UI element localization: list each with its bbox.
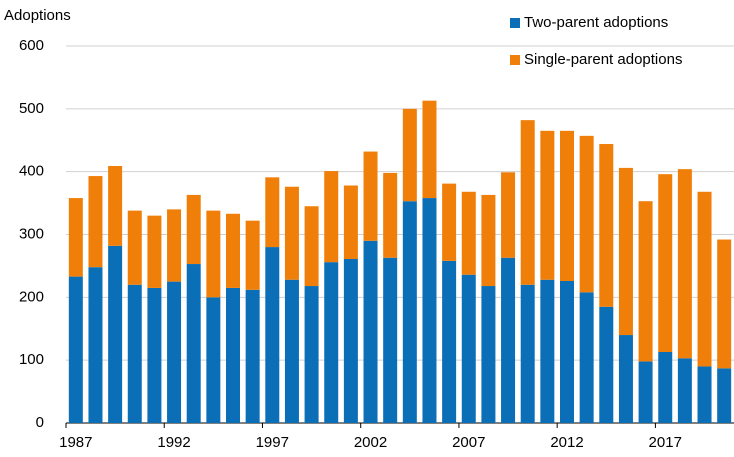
bar-segment [226, 213, 240, 288]
bar-segment [343, 185, 358, 260]
bar-segment [363, 240, 378, 423]
y-tick-label: 200 [19, 288, 44, 305]
bar-segment [422, 100, 437, 199]
bar-segment [206, 297, 221, 423]
bar-segment [579, 292, 594, 423]
x-tick-label: 2017 [649, 434, 682, 451]
bar-segment [383, 172, 398, 258]
bar-segment [363, 151, 378, 241]
y-tick-label: 300 [19, 225, 44, 242]
bar-segment [658, 174, 673, 352]
bar-segment [677, 169, 692, 359]
bar-segment [579, 135, 594, 293]
bar-segment [461, 191, 476, 275]
bar-segment [88, 267, 103, 423]
bar-segment [599, 144, 614, 307]
bar-segment [422, 198, 437, 423]
bar-segment [560, 280, 574, 423]
bar-segment [402, 201, 417, 423]
bar-segment [481, 286, 496, 423]
bar-segment [284, 186, 299, 280]
bar-segment [540, 279, 555, 423]
bar-segment [167, 209, 182, 282]
bar-segment [638, 361, 653, 423]
bar-segment [88, 176, 103, 268]
bar-segment [343, 259, 358, 423]
bar-segment [108, 166, 123, 246]
y-tick-label: 100 [19, 351, 44, 368]
bar-segment [284, 279, 299, 423]
bar-segment [68, 198, 83, 277]
bar-segment [402, 108, 417, 202]
bar-segment [147, 215, 162, 288]
bar-segment [501, 172, 516, 258]
bar-segment [304, 206, 319, 287]
y-axis-label: Adoptions [4, 7, 71, 24]
bar-segment [383, 257, 398, 423]
x-tick-label: 2012 [550, 434, 583, 451]
x-tick-label: 2007 [452, 434, 485, 451]
bar-segment [520, 284, 535, 423]
bar-segment [265, 247, 280, 423]
x-tick-label: 2002 [354, 434, 387, 451]
bar-segment [618, 335, 633, 423]
bar-segment [442, 183, 457, 261]
bar-segment [717, 368, 732, 423]
legend-swatch [510, 18, 520, 28]
bar-segment [68, 276, 83, 423]
bar-segment [186, 264, 201, 423]
y-tick-label: 600 [19, 37, 44, 54]
bar-segment [599, 306, 614, 423]
bar-segment [540, 130, 555, 280]
x-tick-label: 1987 [59, 434, 92, 451]
bar-segment [206, 210, 221, 298]
bar-segment [658, 351, 673, 423]
bar-segment [304, 286, 319, 423]
bar-segment [127, 284, 142, 423]
bar-segment [501, 257, 516, 423]
bar-segment [245, 289, 260, 423]
bar-segment [108, 245, 123, 423]
bar-segment [324, 262, 339, 423]
y-tick-label: 400 [19, 163, 44, 180]
x-tick-label: 1992 [157, 434, 190, 451]
bar-segment [638, 201, 653, 362]
bar-segment [324, 171, 339, 263]
bar-segment [167, 281, 182, 423]
legend-label: Single-parent adoptions [524, 51, 682, 68]
bar-segment [147, 287, 162, 423]
bar-segment [717, 239, 732, 369]
bar-segment [442, 260, 457, 423]
bar-segment [697, 191, 712, 367]
legend-swatch [510, 55, 520, 65]
bar-segment [520, 120, 535, 285]
bar-segment [697, 366, 712, 423]
bar-segment [618, 167, 633, 336]
bar-segment [127, 210, 142, 285]
y-tick-label: 500 [19, 100, 44, 117]
legend-label: Two-parent adoptions [524, 14, 668, 31]
bar-segment [265, 177, 280, 248]
bar-segment [226, 287, 240, 423]
bar-segment [481, 194, 496, 287]
x-tick-label: 1997 [256, 434, 289, 451]
bar-segment [677, 358, 692, 423]
y-tick-label: 0 [36, 414, 44, 431]
bar-segment [461, 274, 476, 423]
bar-segment [186, 194, 201, 265]
bar-segment [245, 220, 260, 290]
bar-segment [560, 130, 574, 281]
